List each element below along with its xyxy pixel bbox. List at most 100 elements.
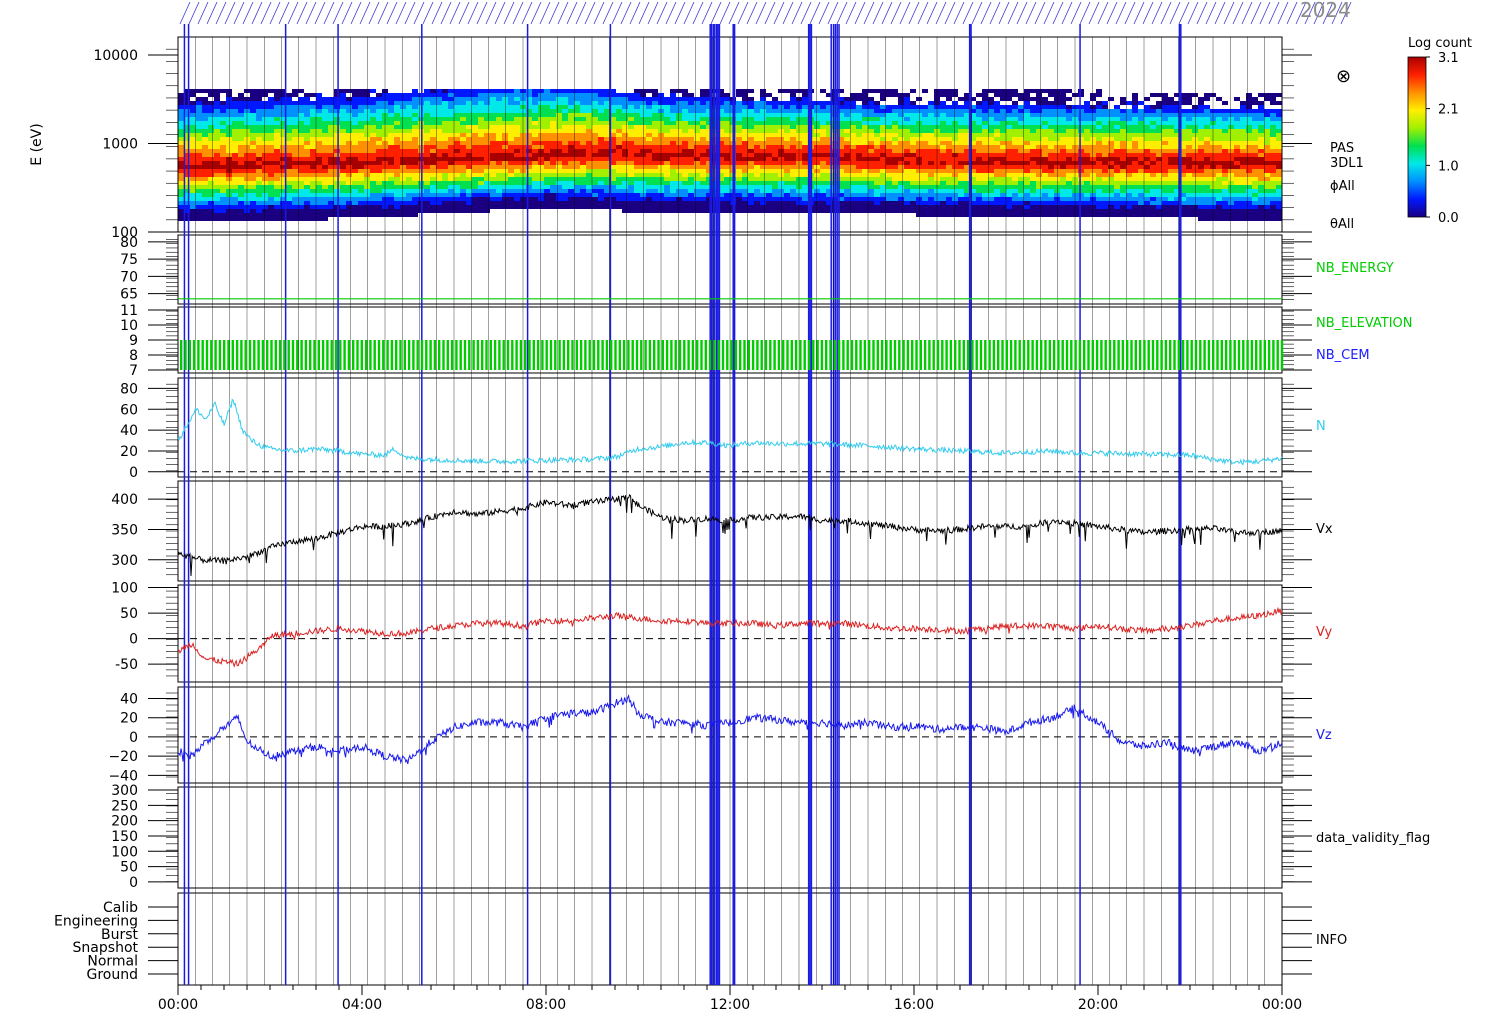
spectrogram-cell (742, 89, 748, 93)
spectrogram-cell (490, 197, 496, 201)
spectrogram-cell (424, 125, 430, 129)
spectrogram-cell (322, 149, 328, 153)
spectrogram-cell (394, 213, 400, 217)
spectrogram-cell (178, 113, 184, 117)
spectrogram-cell (322, 137, 328, 141)
spectrogram-cell (868, 137, 874, 141)
spectrogram-cell (346, 121, 352, 125)
spectrogram-cell (604, 125, 610, 129)
spectrogram-cell (340, 141, 346, 145)
spectrogram-cell (178, 129, 184, 133)
spectrogram-cell (928, 109, 934, 113)
spectrogram-cell (394, 169, 400, 173)
spectrogram-cell (484, 93, 490, 97)
spectrogram-cell (1036, 129, 1042, 133)
spectrogram-cell (664, 129, 670, 133)
spectrogram-cell (412, 177, 418, 181)
spectrogram-cell (982, 157, 988, 161)
spectrogram-cell (304, 217, 310, 221)
spectrogram-cell (718, 193, 724, 197)
header-time-stroke (899, 1, 911, 25)
spectrogram-cell (418, 153, 424, 157)
spectrogram-cell (436, 177, 442, 181)
spectrogram-cell (1114, 109, 1120, 113)
spectrogram-cell (748, 145, 754, 149)
header-time-stroke (908, 1, 920, 25)
spectrogram-cell (460, 145, 466, 149)
spectrogram-cell (742, 209, 748, 213)
spectrogram-cell (472, 185, 478, 189)
spectrogram-cell (1102, 125, 1108, 129)
spectrogram-cell (406, 161, 412, 165)
spectrogram-cell (484, 185, 490, 189)
spectrogram-cell (490, 93, 496, 97)
spectrogram-cell (958, 97, 964, 101)
spectrogram-cell (910, 169, 916, 173)
spectrogram-cell (568, 205, 574, 209)
spectrogram-cell (232, 133, 238, 137)
spectrogram-cell (1036, 181, 1042, 185)
spectrogram-cell (940, 173, 946, 177)
spectrogram-cell (928, 145, 934, 149)
spectrogram-cell (940, 197, 946, 201)
spectrogram-cell (1108, 197, 1114, 201)
spectrogram-cell (862, 113, 868, 117)
spectrogram-cell (736, 93, 742, 97)
spectrogram-cell (514, 201, 520, 205)
spectrogram-cell (466, 141, 472, 145)
spectrogram-cell (376, 161, 382, 165)
spectrogram-cell (928, 181, 934, 185)
spectrogram-cell (994, 113, 1000, 117)
spectrogram-cell (550, 161, 556, 165)
header-time-stroke (179, 1, 191, 25)
spectrogram-cell (502, 197, 508, 201)
spectrogram-cell (964, 169, 970, 173)
spectrogram-cell (1018, 97, 1024, 101)
spectrogram-cell (364, 137, 370, 141)
spectrogram-cell (994, 189, 1000, 193)
spectrogram-cell (340, 125, 346, 129)
spectrogram-cell (742, 193, 748, 197)
spectrogram-cell (370, 137, 376, 141)
spectrogram-cell (436, 169, 442, 173)
spectrogram-cell (844, 173, 850, 177)
spectrogram-cell (388, 201, 394, 205)
spectrogram-cell (646, 109, 652, 113)
spectrogram-cell (574, 129, 580, 133)
spectrogram-cell (394, 185, 400, 189)
spectrogram-cell (214, 189, 220, 193)
spectrogram-cell (886, 201, 892, 205)
spectrogram-cell (1018, 125, 1024, 129)
spectrogram-cell (856, 201, 862, 205)
spectrogram-cell (742, 129, 748, 133)
spectrogram-cell (196, 137, 202, 141)
spectrogram-cell (748, 205, 754, 209)
spectrogram-cell (376, 117, 382, 121)
spectrogram-cell (418, 105, 424, 109)
spectrogram-cell (262, 217, 268, 221)
spectrogram-cell (748, 89, 754, 93)
spectrogram-cell (490, 133, 496, 137)
spectrogram-cell (970, 149, 976, 153)
spectrogram-cell (220, 101, 226, 105)
spectrogram-cell (880, 209, 886, 213)
spectrogram-cell (1060, 105, 1066, 109)
spectrogram-cell (178, 205, 184, 209)
spectrogram-cell (616, 145, 622, 149)
spectrogram-cell (1126, 149, 1132, 153)
spectrogram-cell (418, 201, 424, 205)
spectrogram-cell (976, 149, 982, 153)
spectrogram-cell (304, 181, 310, 185)
spectrogram-cell (508, 157, 514, 161)
spectrogram-cell (406, 137, 412, 141)
spectrogram-cell (928, 213, 934, 217)
spectrogram-cell (958, 185, 964, 189)
spectrogram-cell (328, 137, 334, 141)
spectrogram-cell (538, 97, 544, 101)
spectrogram-cell (850, 133, 856, 137)
spectrogram-cell (550, 101, 556, 105)
spectrogram-cell (610, 177, 616, 181)
spectrogram-cell (502, 169, 508, 173)
spectrogram-cell (460, 133, 466, 137)
spectrogram-cell (1066, 153, 1072, 157)
